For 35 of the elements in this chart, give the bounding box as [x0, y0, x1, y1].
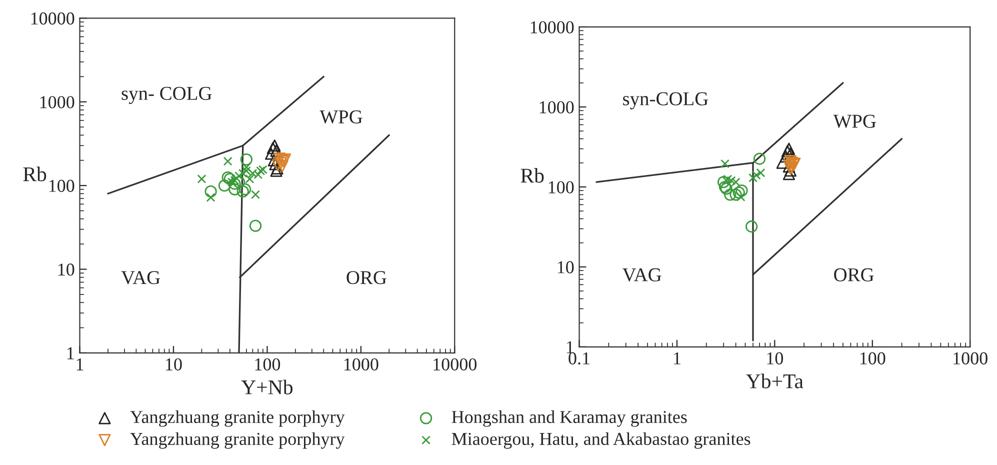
legend-label: Hongshan and Karamay granites [452, 410, 687, 427]
annotation: ORG [834, 268, 874, 282]
y-axis-title: Rb [520, 168, 544, 183]
x-tick-label: 100 [255, 358, 280, 371]
legend-label: Yangzhuang granite porphyry [130, 410, 345, 427]
annotation: WPG [320, 110, 362, 124]
x-tick-label: 1000 [954, 352, 988, 364]
x-tick-label: 100 [860, 352, 886, 364]
annotation: ORG [346, 271, 386, 284]
y-tick-label: 1000 [540, 101, 574, 114]
legend-label: Miaoergou, Hatu, and Akabastao granites [452, 432, 750, 449]
x-axis-title: Yb+Ta [746, 374, 804, 388]
annotation: WPG [833, 114, 876, 128]
x-tick-label: 10 [767, 352, 784, 364]
y-tick-label: 100 [49, 180, 74, 192]
x-tick-label: 1 [76, 358, 84, 370]
annotation: VAG [121, 271, 160, 284]
legend-label: Yangzhuang granite porphyry [130, 432, 345, 449]
y-tick-label: 10 [58, 263, 74, 276]
y-tick-label: 1000 [40, 96, 74, 108]
y-tick-label: 1 [566, 341, 574, 354]
y-tick-label: 10 [558, 261, 574, 274]
x-tick-label: 10000 [434, 358, 477, 371]
x-tick-label: 10 [166, 358, 182, 371]
annotation: VAG [622, 268, 662, 282]
y-axis-title: Rb [23, 166, 46, 182]
x-tick-label: 1000 [344, 358, 378, 371]
x-tick-label: 1 [674, 352, 680, 364]
y-tick-label: 10000 [530, 21, 574, 34]
annotation: syn-COLG [623, 92, 708, 110]
y-tick-label: 100 [548, 181, 574, 194]
x-axis-title: Y+Nb [241, 380, 293, 394]
annotation: syn- COLG [122, 86, 212, 104]
y-tick-label: 10000 [31, 12, 74, 25]
x-tick-label: 0.1 [568, 352, 590, 365]
